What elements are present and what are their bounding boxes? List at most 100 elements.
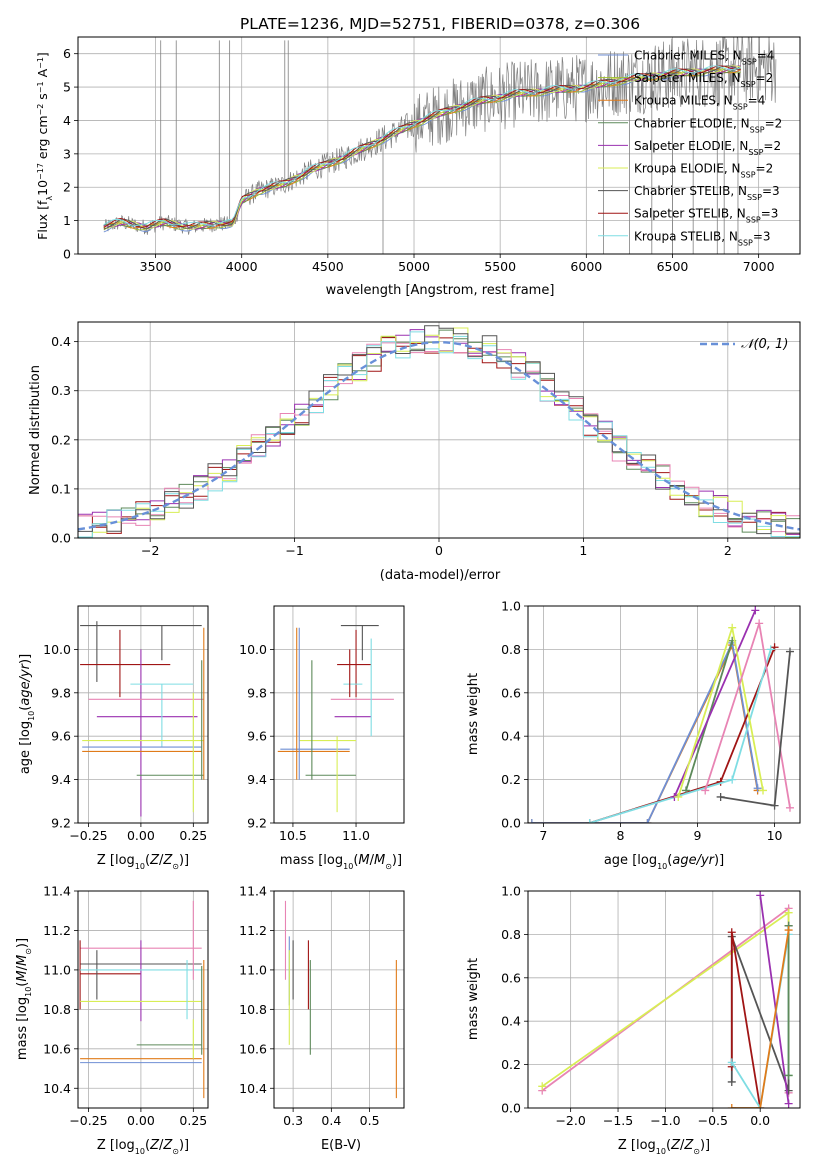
label-part: 10 <box>135 862 145 871</box>
histogram-step <box>78 325 800 535</box>
y-tick-label: 0.6 <box>501 970 521 985</box>
label-part: =3 <box>761 207 779 221</box>
point-marker <box>727 928 736 937</box>
label-part: ⊙ <box>172 1147 179 1156</box>
label-part: SSP <box>738 238 753 247</box>
axes-frame <box>273 605 405 824</box>
point-marker <box>528 819 536 823</box>
point-marker <box>784 1071 793 1080</box>
y-tick-label: 1 <box>63 213 71 228</box>
point-marker <box>585 819 594 823</box>
y-tick-label: 0.0 <box>51 531 71 546</box>
label-part: =2 <box>765 116 783 130</box>
point-marker <box>784 908 793 917</box>
label-part: ⊙ <box>172 862 179 871</box>
y-tick-label: 9.8 <box>51 685 71 700</box>
label-part: ( <box>18 706 33 711</box>
axes-frame <box>273 890 405 1109</box>
label-part: age/yr <box>18 662 33 705</box>
point-marker <box>727 1077 736 1086</box>
label-part: 10 <box>135 1147 145 1156</box>
label-part: age/yr <box>672 853 715 868</box>
label-part: ( <box>667 853 672 868</box>
axes-frame <box>77 321 801 539</box>
legend-label: Chabrier STELIB, NSSP=3 <box>634 184 780 202</box>
axes-frame <box>527 605 801 824</box>
point-marker <box>785 803 794 812</box>
label-part: / <box>370 853 375 868</box>
label-part: Z <box>97 853 110 868</box>
point-marker <box>716 792 725 801</box>
label-part: [log <box>631 1138 656 1153</box>
point-marker <box>728 775 737 784</box>
label-part: Z <box>618 1138 631 1153</box>
axes-frame <box>77 890 209 1109</box>
legend-label: Salpeter MILES, NSSP=2 <box>634 71 773 89</box>
axes-frame <box>527 890 801 1109</box>
label-part: )] <box>714 853 724 868</box>
x-tick-label: −0.25 <box>69 828 107 843</box>
legend-label: Kroupa MILES, NSSP=4 <box>634 94 765 112</box>
label-part: mass [log <box>15 997 30 1060</box>
label-part: ⊙ <box>693 1147 700 1156</box>
plot-area <box>79 900 205 1099</box>
label-part: ] <box>35 52 50 57</box>
x-tick-label: 0.25 <box>179 1113 207 1128</box>
y-tick-label: 10.8 <box>239 1002 267 1017</box>
axes-frame <box>77 36 801 255</box>
point-marker <box>770 801 779 810</box>
y-tick-label: 9.4 <box>247 772 267 787</box>
label-part: ⊙ <box>385 862 392 871</box>
y-tick-label: 10.8 <box>43 1002 71 1017</box>
y-tick-label: 0.8 <box>501 642 521 657</box>
label-part: SSP <box>746 215 761 224</box>
label-part: =2 <box>756 162 774 176</box>
grid <box>274 890 404 1108</box>
label-part: / <box>15 965 30 970</box>
x-axis-label: Z [log10(Z/Z⊙)] <box>97 1138 189 1156</box>
label-part: )] <box>179 853 189 868</box>
axes-mass-weight-vs-Z: −2.0 −1.5 −1.0 −0.5 0.0 0.0 0.2 0.4 0.6 0.8 1.0 Z [… <box>466 884 801 1156</box>
y-tick-label: 11.4 <box>43 884 71 899</box>
y-axis-label: mass weight <box>466 673 481 755</box>
label-part: Flux [f <box>35 200 50 240</box>
x-tick-label: −1 <box>285 543 303 558</box>
label-part: ( <box>666 1138 671 1153</box>
point-marker <box>727 1058 736 1067</box>
x-axis-label: Z [log10(Z/Z⊙)] <box>97 853 189 871</box>
y-tick-label: 0.4 <box>501 1014 521 1029</box>
label-part: −17 <box>36 163 45 180</box>
y-tick-label: 11.2 <box>43 923 71 938</box>
legend-label: Chabrier MILES, NSSP=4 <box>634 49 774 67</box>
label-part: λ <box>45 196 54 201</box>
label-part: Salpeter ELODIE, N <box>634 139 748 153</box>
y-tick-label: 0.2 <box>501 772 521 787</box>
series-line <box>731 929 790 1108</box>
label-part: 10 <box>657 862 667 871</box>
y-tick-label: 11.0 <box>239 962 267 977</box>
y-tick-label: 0 <box>63 247 71 262</box>
x-tick-label: −0.5 <box>698 1113 728 1128</box>
y-tick-label: 9.2 <box>51 816 71 831</box>
y-tick-label: 0.1 <box>51 481 71 496</box>
point-marker <box>701 786 710 795</box>
y-tick-label: 1.0 <box>501 599 521 614</box>
label-part: Z <box>149 853 160 868</box>
label-part: Kroupa STELIB, N <box>634 229 738 243</box>
x-tick-label: 9 <box>694 828 702 843</box>
y-axis-label: mass weight <box>466 958 481 1040</box>
label-part: 10 <box>343 862 353 871</box>
label-part: 10 <box>35 180 50 196</box>
label-part: / <box>159 1138 164 1153</box>
x-tick-label: 6000 <box>570 259 602 274</box>
y-tick-label: 10.6 <box>239 1041 267 1056</box>
label-part: Salpeter MILES, N <box>634 71 741 85</box>
x-axis-label: age [log10(age/yr)] <box>604 853 724 871</box>
y-tick-label: 9.8 <box>247 685 267 700</box>
x-tick-label: 0.3 <box>283 1113 303 1128</box>
y-tick-label: 4 <box>63 113 71 128</box>
x-tick-label: 11.0 <box>342 828 370 843</box>
label-part: SSP <box>748 147 763 156</box>
label-part: [log <box>110 1138 135 1153</box>
